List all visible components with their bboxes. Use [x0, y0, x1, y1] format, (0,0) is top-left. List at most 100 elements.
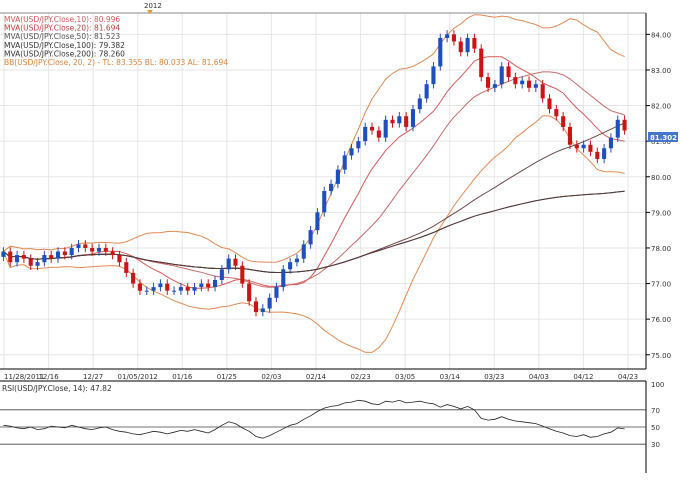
candle-down: [622, 119, 627, 131]
candle-up: [158, 283, 163, 288]
price-tick-label: 76.00: [651, 316, 671, 324]
rsi-tick-label: 70: [651, 407, 660, 415]
candle-down: [506, 66, 511, 78]
candle-down: [206, 283, 211, 288]
candle-up: [260, 308, 265, 313]
price-tick-label: 83.00: [651, 67, 671, 75]
candle-up: [424, 84, 429, 99]
candle-down: [486, 77, 491, 88]
candle-down: [110, 251, 115, 256]
bollinger-upper-line: [3, 14, 625, 263]
candle-up: [410, 109, 416, 127]
candle-down: [8, 251, 13, 263]
candle-up: [178, 287, 183, 291]
candle-down: [131, 272, 136, 284]
rsi-title: RSI(USD/JPY.Close, 14): 47.82: [2, 384, 112, 393]
candle-down: [547, 98, 552, 110]
candle-down: [28, 258, 33, 266]
candle-up: [172, 290, 177, 292]
mva200-line: [3, 190, 625, 273]
candle-up: [301, 244, 306, 259]
rsi-series: [3, 399, 625, 439]
x-tick-label: 11/28/2011: [4, 373, 44, 381]
candle-down: [561, 116, 566, 127]
candle-down: [472, 37, 477, 49]
x-tick-label: 02/03: [261, 373, 281, 381]
candle-up: [15, 255, 20, 263]
price-y-tick-labels: 84.00 83.00 82.00 81.00 80.00 79.00 78.00 77.00…: [646, 31, 671, 360]
x-tick-label: 02/23: [350, 373, 370, 381]
candle-up: [69, 247, 74, 256]
indicator-legend: MVA(USD/JPY.Close,10): 80.996MVA(USD/JPY…: [4, 15, 228, 67]
price-tick-label: 81.00: [651, 138, 671, 146]
price-tick-label: 79.00: [651, 209, 671, 217]
candle-up: [397, 116, 402, 124]
candle-up: [42, 255, 47, 263]
candle-down: [62, 251, 67, 256]
candle-up: [1, 251, 6, 257]
triangle-down-marker-icon: [147, 10, 153, 14]
x-tick-label: 04/23: [618, 373, 638, 381]
last-price-value: 81.302: [650, 134, 677, 142]
candle-down: [240, 265, 245, 284]
candle-up: [445, 34, 450, 38]
candle-up: [608, 137, 613, 149]
rsi-tick-label: 30: [651, 441, 660, 449]
candle-down: [137, 283, 142, 291]
candle-down: [567, 126, 573, 145]
candle-down: [165, 283, 170, 291]
candle-down: [90, 247, 95, 252]
candle-up: [615, 119, 620, 138]
candle-down: [247, 283, 252, 302]
legend-item-mva10: MVA(USD/JPY.Close,10): 80.996: [4, 15, 120, 24]
candle-down: [83, 244, 88, 248]
price-tick-label: 78.00: [651, 245, 671, 253]
x-tick-label: 02/14: [306, 373, 327, 381]
candle-up: [342, 155, 347, 170]
candle-up: [199, 283, 204, 288]
candle-up: [315, 212, 320, 231]
candle-up: [492, 84, 497, 88]
top-year-label: 2012: [144, 2, 162, 10]
x-tick-label: 01/25: [217, 373, 237, 381]
candle-up: [144, 290, 149, 292]
legend-item-mva20: MVA(USD/JPY.Close,20): 81.694: [4, 24, 120, 33]
candle-down: [526, 80, 532, 88]
candle-up: [96, 247, 102, 252]
candle-up: [226, 258, 231, 270]
candle-up: [499, 66, 504, 85]
candlestick-series: [1, 30, 627, 317]
legend-item-mva100: MVA(USD/JPY.Close,100): 79.382: [4, 41, 125, 50]
candle-down: [540, 84, 545, 99]
candle-down: [479, 48, 484, 78]
price-tick-label: 82.00: [651, 103, 671, 111]
candle-up: [520, 80, 525, 85]
x-tick-label: 03/23: [484, 373, 504, 381]
candle-down: [513, 77, 518, 85]
candle-up: [274, 287, 279, 298]
x-tick-label: 12/16: [38, 373, 59, 381]
candle-up: [192, 287, 197, 291]
candle-up: [308, 230, 313, 245]
candle-down: [117, 255, 122, 263]
candle-up: [294, 258, 299, 263]
candle-up: [356, 141, 361, 149]
x-tick-label: 03/14: [440, 373, 461, 381]
candle-up: [335, 169, 340, 184]
candle-down: [253, 301, 259, 313]
candle-up: [55, 251, 61, 259]
candle-up: [267, 297, 272, 309]
candle-up: [35, 262, 40, 266]
price-tick-label: 75.00: [651, 352, 671, 360]
rsi-tick-label: 100: [651, 381, 664, 389]
x-tick-label: 01/05/2012: [118, 373, 158, 381]
rsi-line: [3, 399, 625, 439]
x-tick-label: 12/27: [83, 373, 103, 381]
rsi-level-lines: [0, 409, 646, 445]
candle-up: [151, 287, 156, 291]
candle-down: [21, 255, 26, 259]
candle-down: [49, 255, 54, 259]
